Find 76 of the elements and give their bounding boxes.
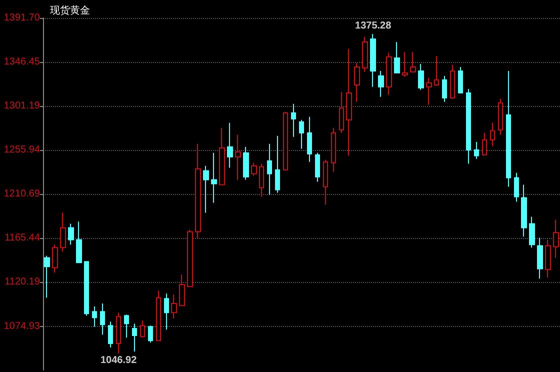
chart-title: 现货黄金	[50, 4, 90, 16]
candlestick	[410, 51, 416, 72]
candlestick	[529, 216, 535, 248]
candlestick	[132, 323, 137, 352]
y-tick-label: 1074.93	[4, 320, 40, 332]
y-tick-label: 1346.45	[4, 56, 40, 68]
candlestick	[498, 98, 503, 136]
candlestick	[283, 111, 288, 170]
candlestick	[179, 274, 185, 306]
candlestick	[187, 229, 193, 288]
candlestick	[307, 116, 312, 162]
candlestick	[251, 162, 257, 176]
candlestick	[553, 219, 559, 258]
candlestick	[402, 51, 408, 78]
candlestick	[537, 237, 543, 280]
annotation: 1046.92	[100, 355, 138, 366]
candlestick	[124, 314, 129, 338]
y-tick-label: 1165.44	[4, 232, 40, 244]
candlestick	[362, 36, 368, 72]
candlestick	[466, 88, 471, 164]
candlestick	[171, 294, 177, 320]
candlestick	[44, 255, 50, 298]
candlestick	[227, 122, 233, 168]
candlestick	[354, 62, 360, 102]
y-tick-label: 1255.94	[4, 144, 40, 156]
candlestick	[243, 146, 249, 180]
candlestick	[52, 244, 58, 274]
candlestick	[164, 293, 169, 330]
candlestick	[92, 306, 97, 328]
candlestick	[84, 261, 89, 316]
candlestick	[514, 172, 519, 202]
candlestick	[291, 103, 296, 138]
candlestick	[235, 134, 241, 180]
candlestick	[346, 48, 352, 156]
candlestick	[545, 239, 551, 278]
candlestick	[275, 135, 280, 194]
candlestick	[211, 152, 217, 204]
candlestick	[386, 52, 392, 96]
y-tick-label: 1210.69	[4, 188, 40, 200]
candlestick	[76, 221, 82, 264]
candlestick	[299, 119, 304, 150]
candlestick	[506, 70, 511, 188]
candlestick	[426, 77, 432, 106]
candlestick	[108, 321, 113, 348]
candlestick	[458, 66, 463, 94]
y-tick-label: 1391.70	[4, 12, 40, 24]
y-tick-label: 1120.19	[4, 276, 40, 288]
candlestick	[323, 159, 328, 206]
candlestick	[442, 75, 447, 102]
candlestick	[68, 223, 74, 246]
candlestick	[418, 63, 424, 90]
candlestick	[450, 64, 455, 100]
candlestick	[100, 303, 105, 336]
candlestick	[267, 143, 272, 196]
y-tick-label: 1301.19	[4, 100, 40, 112]
candlestick	[203, 165, 209, 214]
candlestick	[434, 55, 439, 86]
candlestick	[474, 141, 479, 160]
candlestick	[521, 184, 527, 238]
candlestick	[60, 212, 66, 252]
candlestick	[156, 290, 161, 342]
candlestick	[490, 122, 495, 146]
candlestick	[482, 132, 487, 156]
candlestick	[315, 152, 320, 182]
candlestick	[370, 33, 376, 88]
candlestick	[219, 127, 225, 186]
candlestick	[148, 325, 153, 344]
candlestick	[339, 91, 344, 134]
candlestick	[331, 127, 336, 172]
candlestick	[378, 70, 384, 98]
candlestick	[140, 320, 145, 338]
candlestick	[116, 312, 121, 354]
candlestick	[394, 41, 400, 74]
candlestick	[259, 163, 264, 198]
candlestick	[195, 143, 201, 240]
annotation: 1375.28	[355, 20, 392, 32]
